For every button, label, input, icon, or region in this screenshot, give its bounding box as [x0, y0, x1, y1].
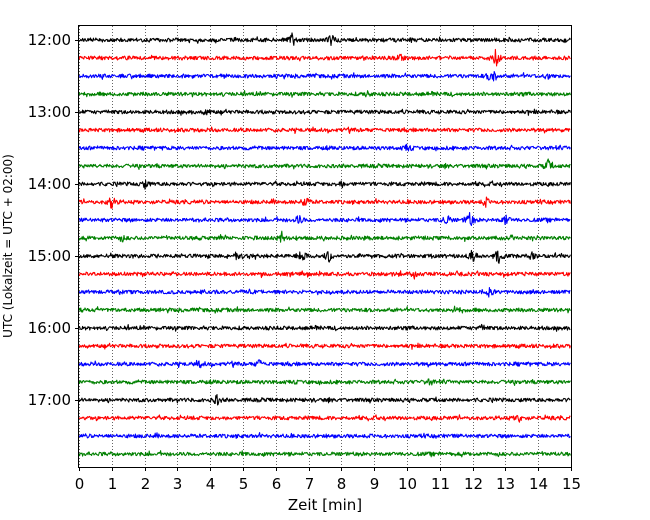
trace-line: [78, 394, 571, 406]
trace-line: [78, 230, 571, 243]
trace-line: [78, 414, 571, 423]
trace-line: [78, 32, 571, 47]
y-axis-label: UTC (Lokalzeit = UTC + 02:00): [1, 154, 15, 338]
x-tick-label: 12: [464, 475, 483, 493]
x-tick-label: 1: [108, 475, 118, 493]
x-tick-label: 6: [272, 475, 282, 493]
y-tick-label: 15:00: [28, 247, 71, 265]
trace-line: [78, 249, 571, 264]
trace-line: [78, 359, 571, 369]
y-tick-label: 12:00: [28, 31, 71, 49]
trace-line: [78, 158, 571, 170]
trace-line: [78, 143, 571, 152]
trace-line: [78, 48, 571, 67]
x-tick-label: 9: [370, 475, 380, 493]
trace-line: [78, 305, 571, 314]
trace-line: [78, 108, 571, 116]
x-tick-label: 8: [337, 475, 347, 493]
trace-line: [78, 212, 571, 227]
trace-line: [78, 342, 571, 350]
x-tick-label: 15: [562, 475, 581, 493]
plot-frame: [78, 25, 572, 468]
trace-line: [78, 126, 571, 135]
x-tick-label: 13: [496, 475, 515, 493]
x-tick-label: 0: [75, 475, 85, 493]
trace-line: [78, 378, 571, 386]
x-tick-label: 5: [239, 475, 249, 493]
x-tick-label: 10: [398, 475, 417, 493]
trace-line: [78, 450, 571, 458]
trace-line: [78, 196, 571, 210]
trace-line: [78, 432, 571, 439]
y-tick-label: 13:00: [28, 103, 71, 121]
trace-line: [78, 90, 571, 98]
x-axis-label: Zeit [min]: [288, 496, 362, 514]
x-tick-label: 3: [173, 475, 183, 493]
y-tick-label: 16:00: [28, 319, 71, 337]
trace-line: [78, 270, 571, 280]
x-axis-ticks: 0 1 2 3 4 5 6 7 8 9 10 11 12 13 14 15: [75, 467, 581, 493]
trace-line: [78, 323, 571, 332]
x-tick-label: 2: [141, 475, 151, 493]
y-tick-label: 17:00: [28, 391, 71, 409]
x-tick-label: 4: [206, 475, 216, 493]
trace-line: [78, 70, 571, 82]
x-tick-label: 7: [305, 475, 315, 493]
y-tick-label: 14:00: [28, 175, 71, 193]
trace-line: [78, 287, 571, 298]
x-tick-label: 11: [431, 475, 450, 493]
y-axis-ticks: 12:00 13:00 14:00 15:00 16:00 17:00: [28, 31, 79, 409]
seismogram-traces: [78, 32, 571, 458]
trace-line: [78, 179, 571, 190]
x-tick-label: 14: [529, 475, 548, 493]
